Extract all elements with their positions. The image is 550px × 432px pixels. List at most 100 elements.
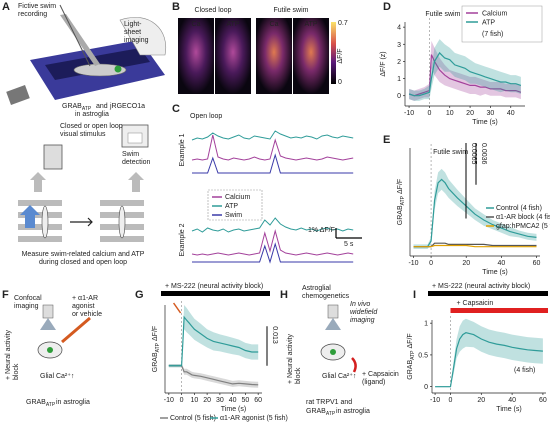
x-axis-label: Time (s) bbox=[482, 269, 507, 276]
panel-a-diagram bbox=[6, 4, 167, 242]
y-axis-label: GRABATPΔF/F bbox=[397, 179, 406, 225]
line bbox=[413, 178, 537, 248]
x-tick-label: -10 bbox=[408, 260, 418, 267]
x-tick-label: -10 bbox=[164, 397, 174, 404]
y-tick-label: 0 bbox=[424, 384, 428, 391]
x-tick-label: 0 bbox=[427, 110, 431, 117]
panel-label: F bbox=[2, 289, 9, 301]
y-label-sub: ATP bbox=[155, 342, 161, 352]
colorbar bbox=[331, 22, 336, 84]
label: during closed and open loop bbox=[39, 259, 127, 266]
scale-label: 5 s bbox=[344, 241, 354, 248]
label: + α1-AR bbox=[72, 295, 98, 302]
label: detection bbox=[122, 159, 151, 166]
label: Glial Ca²⁺↑ bbox=[322, 373, 356, 380]
x-axis-label: Time (s) bbox=[496, 406, 521, 413]
x-axis-label: Time (s) bbox=[221, 406, 246, 413]
label: imaging bbox=[350, 317, 375, 324]
label: Futile swim bbox=[273, 7, 308, 14]
colorbar-tick: 0.7 bbox=[338, 20, 348, 27]
x-tick-label: 40 bbox=[497, 260, 505, 267]
x-tick-label: 0 bbox=[429, 260, 433, 267]
error-band bbox=[435, 318, 543, 388]
x-tick-label: 30 bbox=[216, 397, 224, 404]
x-tick-label: -10 bbox=[430, 397, 440, 404]
label: In vivo bbox=[350, 301, 370, 308]
label: Swim bbox=[122, 151, 139, 158]
label: Closed loop bbox=[195, 7, 232, 14]
legend-box bbox=[461, 5, 543, 43]
label: ΔF/F bbox=[337, 48, 344, 63]
y-tick-label: 0 bbox=[397, 93, 401, 100]
line bbox=[413, 244, 537, 248]
panel-fh-diagram bbox=[37, 304, 357, 373]
label: Astroglial bbox=[302, 285, 331, 292]
trace-atp bbox=[191, 217, 354, 233]
trace-swim bbox=[192, 242, 354, 264]
y-label-unit: ΔF/F bbox=[407, 333, 414, 348]
label: sheet bbox=[124, 29, 141, 36]
label: in astroglia bbox=[56, 399, 90, 406]
label: in astroglia bbox=[336, 408, 370, 415]
label: agonist bbox=[72, 303, 95, 310]
brain-image bbox=[293, 18, 329, 94]
y-label-sub: ATP bbox=[410, 350, 416, 360]
y-label-sub: ATP bbox=[400, 195, 406, 205]
y-axis-label: GRABATP ΔF/F bbox=[407, 333, 416, 379]
y-tick-label: 1 bbox=[397, 76, 401, 83]
treatment-label: + MS-222 (neural activity block) bbox=[432, 283, 530, 290]
scale-bar-label: 0.013 bbox=[271, 326, 278, 344]
x-tick-label: 30 bbox=[487, 110, 495, 117]
y-tick-label: 2 bbox=[397, 59, 401, 66]
x-tick-label: 60 bbox=[533, 260, 541, 267]
x-tick-label: 40 bbox=[508, 397, 516, 404]
legend-label: Calcium bbox=[482, 11, 507, 18]
panel-label: D bbox=[383, 1, 391, 13]
label: + Capsaicin bbox=[362, 371, 399, 378]
line bbox=[408, 54, 522, 97]
x-tick-label: 10 bbox=[190, 397, 198, 404]
x-tick-label: 20 bbox=[462, 260, 470, 267]
label: ATP bbox=[304, 21, 317, 28]
label: visual stimulus bbox=[60, 131, 106, 138]
label: imaging bbox=[14, 303, 39, 310]
label: block bbox=[13, 363, 20, 380]
label: Example 1 bbox=[179, 133, 186, 166]
label: (7 fish) bbox=[482, 31, 503, 38]
x-tick-label: 0 bbox=[449, 397, 453, 404]
brain-image bbox=[178, 18, 214, 94]
grab-sub: ATP bbox=[82, 106, 92, 112]
label: Measure swim-related calcium and ATP bbox=[22, 251, 145, 258]
panel-label: E bbox=[383, 134, 390, 146]
grab-label: GRABATP bbox=[26, 399, 56, 408]
label: Futile swim bbox=[425, 11, 460, 18]
legend-label: Control (4 fish) bbox=[496, 205, 542, 212]
legend-label: α1-AR agonist (5 fish) bbox=[220, 415, 288, 422]
treatment-label: + Capsaicin bbox=[456, 300, 493, 307]
y-label-main: GRAB bbox=[407, 360, 414, 380]
x-tick-label: -10 bbox=[404, 110, 414, 117]
label: chemogenetics bbox=[302, 293, 350, 300]
label: Confocal bbox=[14, 295, 42, 302]
y-label-main: GRAB bbox=[397, 205, 404, 225]
panel-label: G bbox=[135, 289, 144, 301]
treatment-bar bbox=[161, 291, 270, 296]
grab-label: GRABATP bbox=[62, 103, 92, 112]
x-tick-label: 60 bbox=[539, 397, 547, 404]
event-arrow bbox=[172, 302, 182, 314]
legend-label: ATP bbox=[482, 20, 495, 27]
x-tick-label: 20 bbox=[203, 397, 211, 404]
error-band bbox=[168, 305, 259, 368]
y-label-main: GRAB bbox=[152, 352, 159, 372]
x-tick-label: 40 bbox=[507, 110, 515, 117]
legend-label: gfap:hPMCA2 (5 fish) bbox=[496, 223, 550, 230]
x-axis-label: Time (s) bbox=[472, 119, 497, 126]
panel-label: H bbox=[280, 289, 288, 301]
x-tick-label: 40 bbox=[229, 397, 237, 404]
scale-label: 1% ΔF/F bbox=[308, 227, 335, 234]
error-band bbox=[413, 168, 537, 249]
legend-label: Swim bbox=[225, 212, 242, 219]
legend-label: ATP bbox=[225, 203, 238, 210]
error-band bbox=[409, 39, 521, 101]
label: or vehicle bbox=[72, 311, 102, 318]
